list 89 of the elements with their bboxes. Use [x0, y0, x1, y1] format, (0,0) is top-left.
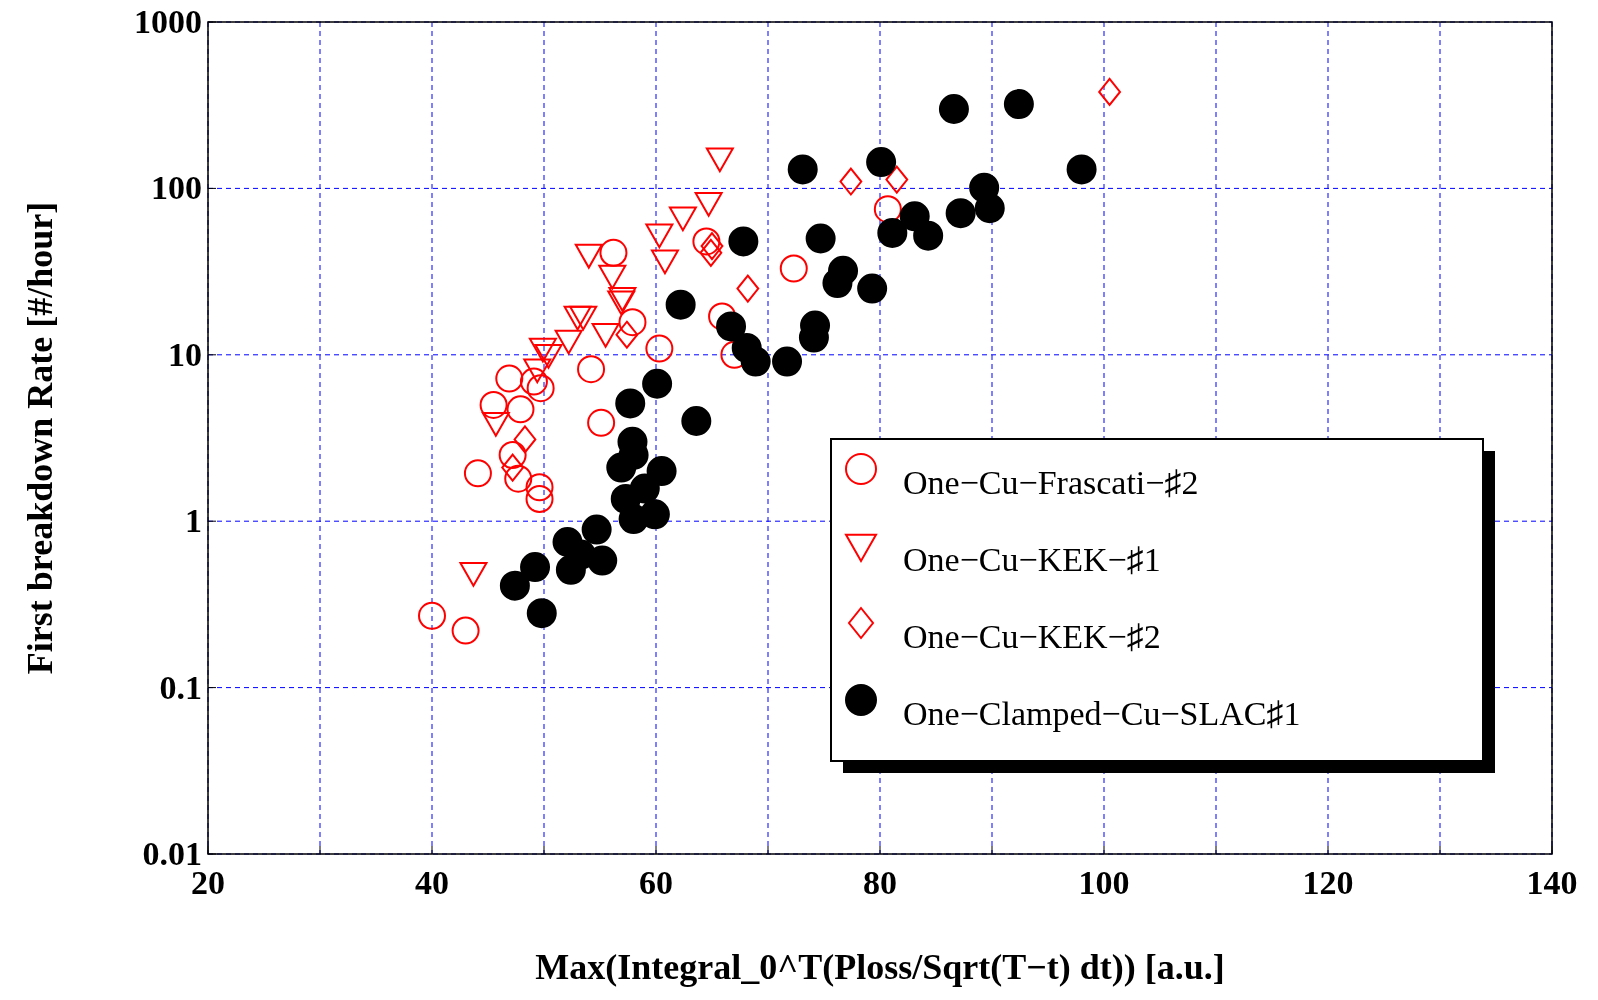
point [642, 368, 673, 399]
point [519, 367, 548, 396]
point [513, 425, 537, 454]
point [526, 374, 555, 403]
point [705, 147, 734, 173]
y-axis-title: First breakdown Rate [#/hour] [20, 201, 60, 675]
point [828, 255, 859, 286]
point [692, 227, 721, 256]
point [574, 243, 603, 269]
legend-label: One−Cu−KEK−♯1 [903, 541, 1161, 578]
point [463, 459, 492, 488]
point [779, 254, 808, 283]
point [646, 456, 677, 487]
point [1003, 89, 1034, 120]
point [587, 408, 616, 437]
point [857, 273, 888, 304]
point [839, 167, 863, 196]
legend-label: One−Cu−Frascati−♯2 [903, 464, 1199, 501]
point [526, 598, 557, 629]
x-tick-label: 40 [415, 864, 449, 901]
point [577, 355, 606, 384]
point [418, 601, 446, 630]
point [645, 334, 674, 363]
point [772, 346, 803, 377]
point [506, 395, 535, 424]
y-tick-label: 1000 [134, 3, 202, 40]
point [495, 364, 524, 393]
x-tick-label: 120 [1302, 864, 1354, 901]
point [615, 320, 639, 349]
point [740, 346, 771, 377]
point [520, 552, 551, 583]
point [974, 193, 1005, 224]
point [1066, 154, 1097, 185]
point [938, 94, 969, 125]
point [650, 249, 679, 275]
point [479, 390, 508, 419]
point [504, 464, 533, 493]
legend-label: One−Cu−KEK−♯2 [903, 618, 1161, 655]
point [599, 238, 628, 267]
point [700, 232, 724, 261]
point [877, 217, 908, 248]
point [699, 238, 723, 267]
point [563, 305, 592, 331]
point [499, 570, 530, 601]
point [591, 322, 620, 348]
x-tick-label: 140 [1526, 864, 1578, 901]
y-tick-label: 100 [151, 169, 202, 207]
y-tick-label: 1 [185, 502, 202, 540]
point [873, 195, 902, 224]
x-tick-label: 80 [863, 864, 897, 901]
point [728, 226, 759, 257]
point [645, 223, 674, 249]
point [451, 616, 480, 645]
y-tick-label: 10 [168, 335, 202, 373]
y-tick-label: 0.1 [159, 668, 202, 706]
point [534, 344, 563, 369]
point [481, 412, 510, 437]
point [523, 358, 552, 384]
point [716, 311, 747, 342]
point [554, 329, 583, 355]
point [615, 388, 646, 419]
point [787, 154, 818, 185]
point [525, 484, 554, 513]
point [736, 274, 760, 303]
point [581, 514, 612, 545]
point [598, 264, 627, 290]
point [665, 289, 696, 320]
point [945, 198, 976, 229]
point [639, 499, 670, 530]
point [681, 406, 712, 437]
point [618, 308, 647, 337]
x-axis-title: Max(Integral_0^T(Ploss/Sqrt(T−t) dt)) [a.u.] [535, 947, 1225, 987]
point [528, 337, 557, 363]
x-tick-label: 100 [1078, 864, 1130, 901]
point [668, 206, 697, 232]
point [805, 223, 836, 254]
point [913, 220, 944, 251]
point [885, 165, 909, 194]
legend-label: One−Clamped−Cu−SLAC♯1 [903, 695, 1301, 732]
point [587, 545, 618, 576]
point [459, 562, 488, 587]
point [501, 453, 525, 482]
point [569, 305, 598, 331]
point [1098, 77, 1121, 106]
point [498, 440, 527, 469]
point [866, 147, 897, 178]
x-tick-label: 60 [639, 864, 673, 901]
point [694, 191, 723, 217]
point [525, 473, 554, 502]
